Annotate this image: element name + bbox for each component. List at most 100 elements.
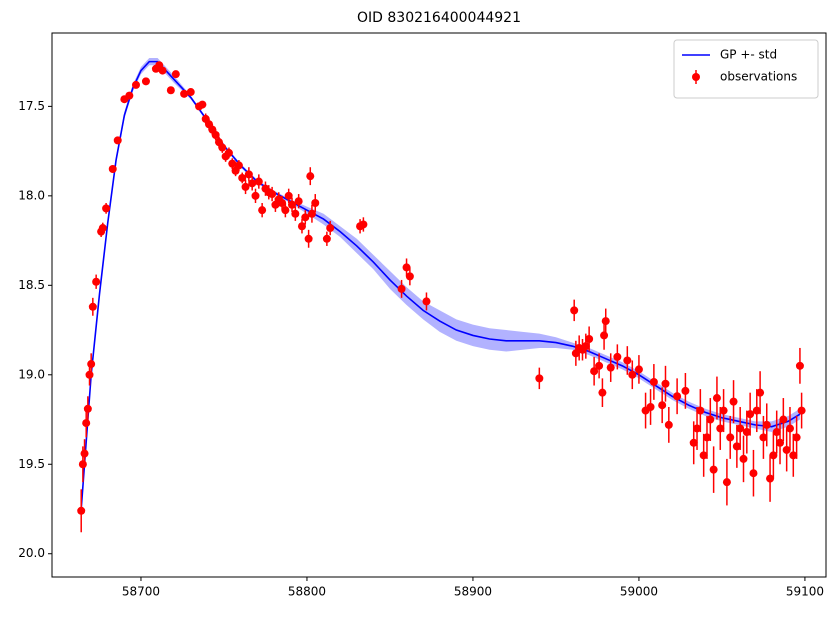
observation [742,428,751,437]
observation [326,224,335,233]
observation [792,433,801,442]
observation [186,88,195,97]
observation [297,222,306,231]
observation [307,209,316,218]
observation [278,199,287,207]
observation [108,165,117,173]
y-tick-label: 19.0 [18,367,45,381]
observation [284,191,293,200]
observation [585,335,594,343]
observation [422,297,431,306]
observation [779,415,788,424]
observation [281,206,290,215]
observation [776,438,785,447]
plot-area [77,58,806,533]
observation [304,234,313,243]
observation [739,454,748,463]
legend-marker [692,73,700,81]
observation [598,388,607,397]
chart-title: OID 830216400044921 [357,10,521,26]
observation [646,403,655,411]
observation [102,204,111,213]
y-tick-label: 19.5 [18,457,45,471]
observation [131,80,140,89]
observation [77,506,86,515]
observation [649,377,658,386]
observation [198,100,207,109]
observation [251,191,260,200]
y-tick-label: 17.5 [18,99,45,113]
observation [301,213,310,222]
observation [88,302,97,311]
observation [762,420,771,429]
observation [785,424,794,433]
observation [322,234,331,243]
plot-frame [51,32,827,578]
observation [623,356,632,365]
observation [736,424,745,433]
observation [789,451,798,460]
observation [749,469,758,478]
observation [581,342,590,351]
observation [359,220,368,229]
x-tick-label: 58800 [288,585,326,599]
observation [681,386,690,395]
y-tick-label: 20.0 [18,546,45,560]
observation [746,410,755,419]
observation [234,161,243,170]
observation [709,465,718,474]
observation [87,360,96,369]
observation [797,406,806,415]
observation [113,136,122,145]
observation [83,404,92,413]
observation [405,272,414,281]
observation [664,420,673,429]
observation [689,438,698,447]
observation [248,179,257,188]
observation [570,306,579,315]
observation [766,474,775,483]
observation [756,388,765,397]
observation [702,433,711,442]
observation [166,86,175,95]
observation [693,424,702,433]
observation [294,197,303,206]
observation [759,433,768,442]
observation [397,284,406,293]
x-tick-label: 58700 [122,585,160,599]
observation [769,451,778,460]
observation [82,419,91,428]
observation [258,206,267,215]
observation [634,365,643,374]
x-tick-label: 58900 [454,585,492,599]
observation [218,143,227,152]
observation [180,89,189,98]
observation [719,406,728,415]
observation [706,415,715,424]
observation [80,449,89,458]
observation [141,77,150,86]
x-tick-label: 59100 [786,585,824,599]
observation [92,277,101,286]
observation [78,460,87,469]
observation [228,159,237,168]
observation [795,361,804,370]
x-tick-label: 59000 [620,585,658,599]
observation [752,406,761,415]
observation [238,173,247,182]
observation [244,170,253,179]
observation [211,131,220,139]
observation [661,379,670,388]
observation [595,361,604,370]
observation [158,66,167,75]
observation [268,190,277,199]
observation [772,428,781,437]
observation [600,331,609,340]
observation [726,433,735,442]
observation [402,263,411,272]
observation [171,70,180,79]
legend-label: observations [720,70,797,84]
observation [729,397,738,406]
observation [224,148,233,157]
